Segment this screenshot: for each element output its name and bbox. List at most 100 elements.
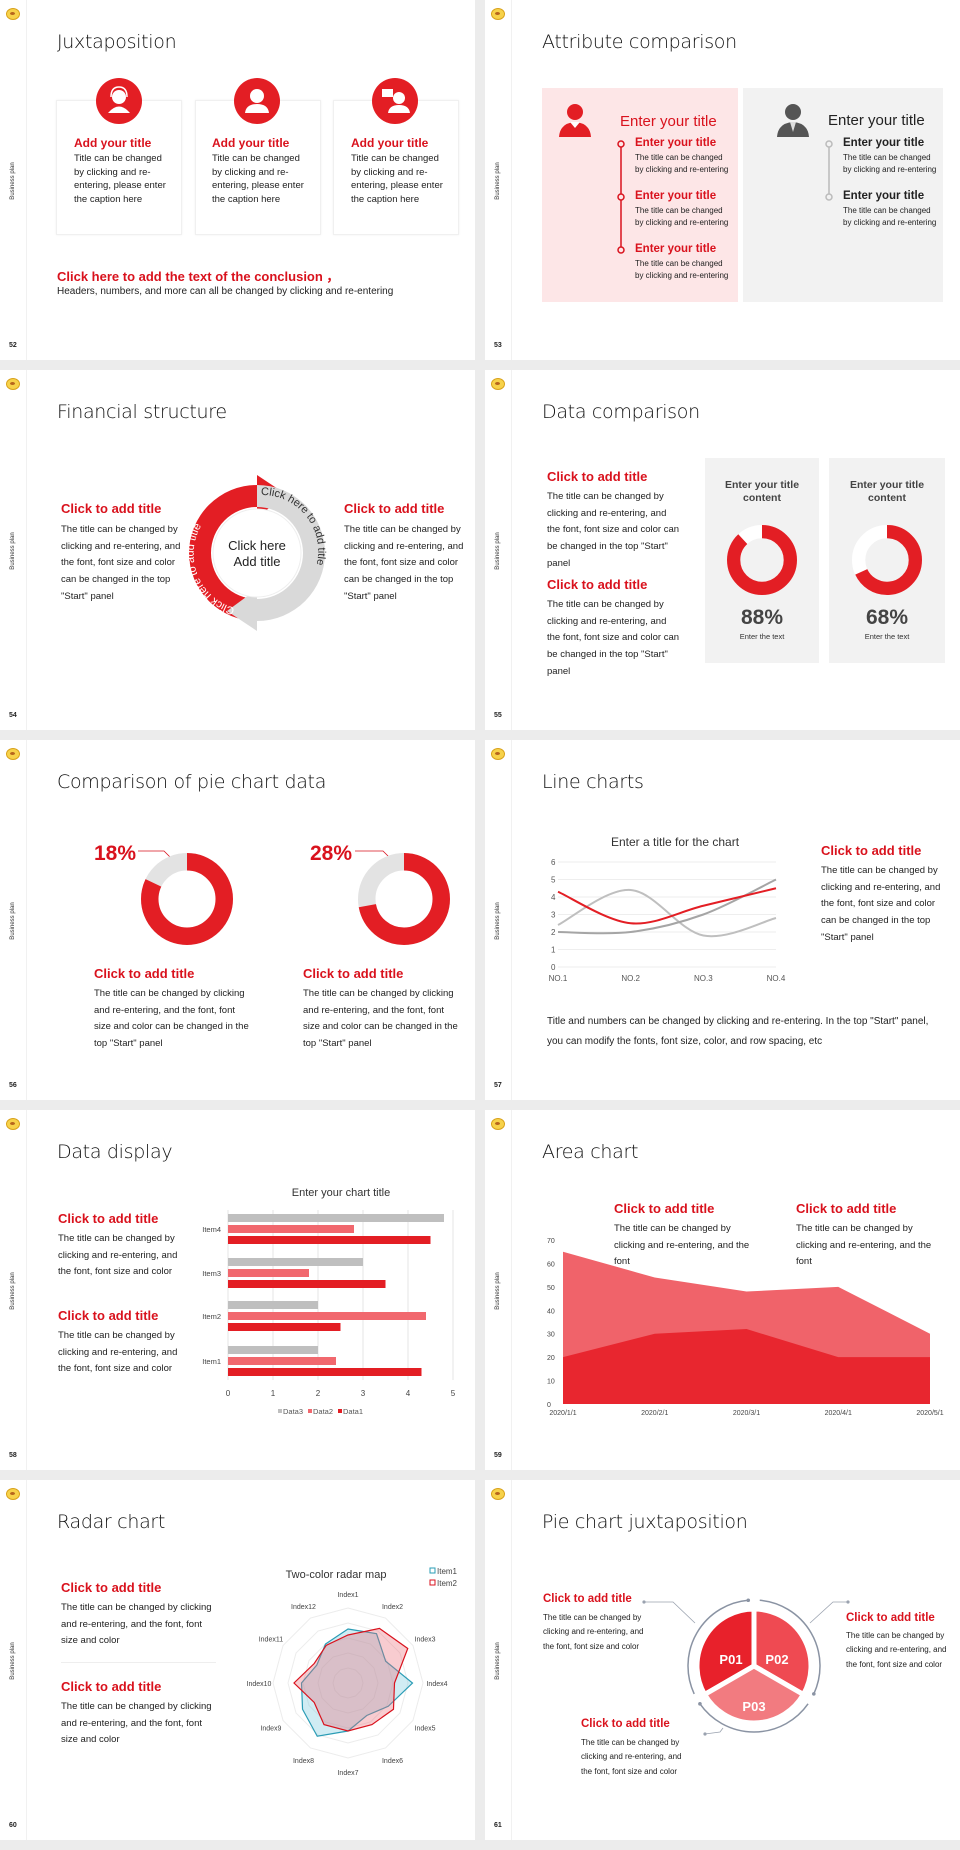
logo-icon xyxy=(491,378,505,390)
donut-chart xyxy=(727,525,797,595)
radar-axis-label: Index1 xyxy=(337,1592,358,1599)
donut-value-arc xyxy=(727,525,797,595)
y-tick-label: 4 xyxy=(551,893,556,902)
slide-52[interactable]: Business plan 52 Juxtaposition Add your t… xyxy=(0,0,475,360)
sidebar-label: Business plan xyxy=(495,532,501,570)
x-tick-label: 3 xyxy=(361,1389,366,1398)
sidebar-label: Business plan xyxy=(10,532,16,570)
slide-54[interactable]: Business plan 54 Financial structure Clic… xyxy=(0,370,475,730)
leader-line xyxy=(809,1601,848,1624)
page-number: 52 xyxy=(9,342,17,349)
slide-55[interactable]: Business plan 55 Data comparison Click to… xyxy=(485,370,960,730)
stat-caption: Enter the text xyxy=(739,632,785,641)
bar-data1-item2 xyxy=(228,1323,341,1331)
slide-sidebar: Business plan 61 xyxy=(485,1480,512,1840)
text-title: Click to add title xyxy=(846,1612,935,1624)
slide-53[interactable]: Business plan 53 Attribute comparison Ent… xyxy=(485,0,960,360)
radar-series-item2 xyxy=(293,1627,409,1732)
legend-swatch xyxy=(278,1409,282,1413)
y-tick-label: 20 xyxy=(547,1355,555,1362)
cycle-arrow-arc xyxy=(699,1703,809,1733)
slide-title: Radar chart xyxy=(57,1511,166,1533)
arrow-head-icon xyxy=(746,1598,751,1603)
center-label: Click here xyxy=(228,538,286,553)
leader-dot xyxy=(642,1600,646,1604)
text-title: Click to add title xyxy=(614,1201,715,1216)
y-tick-label: 1 xyxy=(551,946,556,955)
item-body: The title can be changed by clicking and… xyxy=(843,153,937,174)
text-title: Click to add title xyxy=(61,1580,162,1595)
card-body: Title can be changed by clicking and re-… xyxy=(351,153,443,205)
donut-chart xyxy=(141,853,233,945)
page-number: 54 xyxy=(9,712,17,719)
radar-chart: Two-color radar map Index1 Index2 Index3 Ind… xyxy=(247,1567,458,1777)
radar-axis-label: Index12 xyxy=(291,1604,316,1611)
logo-icon xyxy=(491,748,505,760)
bar-data2-item3 xyxy=(228,1269,309,1277)
card-title: Enter your title content xyxy=(724,479,800,504)
radar-grid-ring xyxy=(332,1667,364,1699)
radar-axis-label: Index8 xyxy=(293,1758,314,1765)
sidebar-label: Business plan xyxy=(10,902,16,940)
text-body: The title can be changed by clicking and… xyxy=(344,524,464,602)
page-number: 53 xyxy=(494,342,502,349)
radar-grid-ring xyxy=(287,1622,409,1744)
text-body: The title can be changed by clicking and… xyxy=(796,1223,932,1268)
category-label: Item2 xyxy=(202,1312,221,1321)
x-tick-label: NO.3 xyxy=(694,974,713,983)
leader-line xyxy=(138,850,173,860)
category-label: Item3 xyxy=(202,1269,221,1278)
slide-59[interactable]: Business plan 59 Area chart 0 10 20 30 40 50 60… xyxy=(485,1110,960,1470)
donut-chart xyxy=(852,525,922,595)
legend-label: Data2 xyxy=(313,1407,333,1416)
slide-title: Comparison of pie chart data xyxy=(57,771,327,793)
text-body: The title can be changed by clicking and… xyxy=(58,1233,178,1278)
card-title: Enter your title content xyxy=(849,479,925,504)
radar-grid-ring xyxy=(302,1637,394,1729)
text-title: Click to add title xyxy=(61,501,162,516)
x-tick-label: 2020/2/1 xyxy=(641,1410,668,1417)
slide-60[interactable]: Business plan 60 Radar chart Click to add… xyxy=(0,1480,475,1840)
text-title: Click to add title xyxy=(61,1679,162,1694)
radar-grid-ring xyxy=(272,1607,424,1759)
slide-58[interactable]: Business plan 58 Data display Click to ad… xyxy=(0,1110,475,1470)
customer-service-icon xyxy=(96,78,142,124)
page-number: 60 xyxy=(9,1822,17,1829)
stat-card: Enter your title content 68% Enter the t… xyxy=(829,458,945,663)
legend-label: Item2 xyxy=(437,1579,458,1588)
bar-data3-item4 xyxy=(228,1214,444,1222)
footer-text: Title and numbers can be changed by clic… xyxy=(547,1016,929,1047)
legend-label: Data3 xyxy=(283,1407,303,1416)
radar-axis-label: Index3 xyxy=(415,1637,436,1644)
staff-person-icon xyxy=(234,78,280,124)
slide-56[interactable]: Business plan 56 Comparison of pie chart … xyxy=(0,740,475,1100)
x-tick-label: NO.1 xyxy=(549,974,568,983)
slide-sidebar: Business plan 53 xyxy=(485,0,512,360)
item-title: Enter your title xyxy=(635,137,717,149)
segment-label: P01 xyxy=(719,1652,742,1667)
cycle-diagram: Click here to add title Click here to ad… xyxy=(185,475,327,631)
y-tick-label: 70 xyxy=(547,1238,555,1245)
leader-line xyxy=(644,1601,696,1624)
x-tick-label: 2020/4/1 xyxy=(825,1410,852,1417)
sidebar-label: Business plan xyxy=(495,162,501,200)
text-title: Click to add title xyxy=(581,1718,670,1730)
presenter-icon xyxy=(372,78,418,124)
legend-label: Data1 xyxy=(343,1407,363,1416)
panel-heading: Enter your title xyxy=(828,112,925,129)
arrow-head-icon xyxy=(698,1702,702,1706)
y-tick-label: 2 xyxy=(551,928,556,937)
stat-card: Enter your title content 88% Enter the t… xyxy=(705,458,819,663)
card-title: Add your title xyxy=(74,136,152,150)
y-tick-label: 40 xyxy=(547,1308,555,1315)
text-body: The title can be changed by clicking and… xyxy=(543,1613,644,1651)
x-tick-label: 0 xyxy=(226,1389,231,1398)
slide-57[interactable]: Business plan 57 Line charts Enter a titl… xyxy=(485,740,960,1100)
card-title: Add your title xyxy=(212,136,290,150)
pie-percent-label: 18% xyxy=(94,842,137,865)
bar-data3-item3 xyxy=(228,1258,363,1266)
leader-dot xyxy=(846,1600,850,1604)
radar-axis-label: Index10 xyxy=(247,1681,272,1688)
slide-61[interactable]: Business plan 61 Pie chart juxtaposition … xyxy=(485,1480,960,1840)
text-body: The title can be changed by clicking and… xyxy=(614,1223,750,1268)
